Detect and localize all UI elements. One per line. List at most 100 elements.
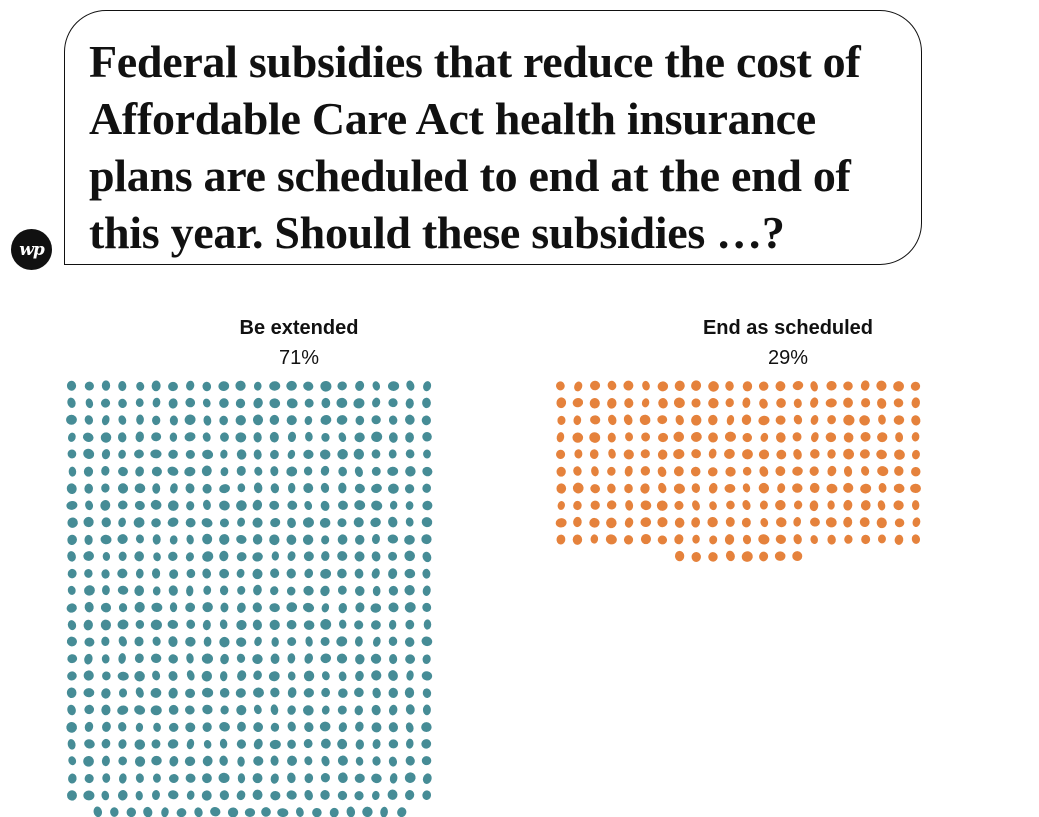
dot-be-extended xyxy=(219,688,230,698)
dot-end-as-scheduled xyxy=(810,449,820,459)
dot-be-extended xyxy=(152,397,161,408)
dot-end-as-scheduled xyxy=(725,466,736,477)
group-percent-be-extended: 71% xyxy=(278,347,320,369)
dot-be-extended xyxy=(305,431,313,442)
dot-be-extended xyxy=(287,500,298,510)
dot-be-extended xyxy=(405,414,415,425)
dot-be-extended xyxy=(338,482,347,494)
dot-end-as-scheduled xyxy=(741,517,751,528)
dot-be-extended xyxy=(102,773,111,783)
dot-be-extended xyxy=(84,483,93,494)
dot-be-extended xyxy=(372,636,381,647)
dot-be-extended xyxy=(67,654,78,664)
dot-end-as-scheduled xyxy=(893,483,905,493)
dot-group-end-as-scheduled xyxy=(555,380,921,562)
dot-be-extended xyxy=(134,551,144,562)
dot-end-as-scheduled xyxy=(810,397,819,408)
dot-be-extended xyxy=(404,484,415,494)
dot-end-as-scheduled xyxy=(859,449,870,459)
dot-be-extended xyxy=(370,620,381,630)
dot-be-extended xyxy=(218,381,230,391)
dot-be-extended xyxy=(117,534,128,544)
dot-be-extended xyxy=(269,431,279,443)
dot-end-as-scheduled xyxy=(606,517,617,529)
dot-end-as-scheduled xyxy=(640,533,652,545)
dot-be-extended xyxy=(270,722,280,732)
dot-be-extended xyxy=(422,773,432,784)
dot-end-as-scheduled xyxy=(605,534,617,545)
dot-end-as-scheduled xyxy=(673,449,685,460)
dot-end-as-scheduled xyxy=(776,517,787,528)
dot-end-as-scheduled xyxy=(625,432,633,442)
dot-be-extended xyxy=(422,585,431,596)
dot-be-extended xyxy=(321,687,331,698)
dot-be-extended xyxy=(118,790,128,801)
dot-be-extended xyxy=(117,432,127,443)
dot-be-extended xyxy=(337,568,347,579)
dot-end-as-scheduled xyxy=(658,482,667,494)
dot-be-extended xyxy=(321,551,330,561)
dot-be-extended xyxy=(303,466,313,476)
dot-be-extended xyxy=(337,534,348,545)
dot-be-extended xyxy=(110,807,119,817)
dot-be-extended xyxy=(220,602,229,613)
dot-be-extended xyxy=(422,704,431,716)
dot-be-extended xyxy=(150,619,162,631)
dot-end-as-scheduled xyxy=(674,380,685,391)
dot-be-extended xyxy=(185,773,196,783)
dot-be-extended xyxy=(101,704,111,716)
dot-end-as-scheduled xyxy=(878,482,887,493)
dot-be-extended xyxy=(405,704,415,715)
dot-be-extended xyxy=(237,517,246,527)
dot-be-extended xyxy=(371,431,383,443)
dot-be-extended xyxy=(236,790,246,801)
dot-be-extended xyxy=(421,415,431,426)
question-text: Federal subsidies that reduce the cost o… xyxy=(89,36,861,258)
dot-be-extended xyxy=(236,500,247,511)
dot-be-extended xyxy=(304,653,314,664)
dot-be-extended xyxy=(371,722,382,733)
dot-be-extended xyxy=(303,620,315,630)
dot-be-extended xyxy=(168,381,178,392)
dot-be-extended xyxy=(304,756,313,766)
dot-end-as-scheduled xyxy=(758,534,770,545)
dot-end-as-scheduled xyxy=(910,381,921,391)
dot-be-extended xyxy=(371,500,383,511)
dot-end-as-scheduled xyxy=(607,380,617,391)
dot-be-extended xyxy=(203,499,211,511)
dot-be-extended xyxy=(219,568,230,579)
dot-be-extended xyxy=(186,653,194,664)
dot-be-extended xyxy=(421,671,433,681)
dot-be-extended xyxy=(253,482,263,494)
dot-end-as-scheduled xyxy=(758,381,769,391)
dot-be-extended xyxy=(286,534,297,545)
dot-be-extended xyxy=(286,586,296,596)
dot-be-extended xyxy=(406,738,414,749)
dot-be-extended xyxy=(118,398,127,409)
dot-be-extended xyxy=(302,705,314,716)
dot-be-extended xyxy=(388,398,398,408)
dot-be-extended xyxy=(353,398,365,409)
dot-be-extended xyxy=(83,756,94,767)
dot-be-extended xyxy=(338,671,347,682)
dot-be-extended xyxy=(304,789,313,801)
dot-end-as-scheduled xyxy=(607,432,616,443)
dot-be-extended xyxy=(405,449,415,459)
dot-end-as-scheduled xyxy=(894,534,904,545)
dot-end-as-scheduled xyxy=(691,414,702,426)
dot-be-extended xyxy=(119,688,128,698)
dot-be-extended xyxy=(66,500,78,510)
dot-be-extended xyxy=(118,603,128,613)
dot-be-extended xyxy=(101,415,110,426)
dot-be-extended xyxy=(320,568,332,579)
dot-be-extended xyxy=(421,756,432,766)
dot-be-extended xyxy=(67,671,77,681)
dot-be-extended xyxy=(102,671,111,681)
dot-be-extended xyxy=(355,670,364,682)
dot-be-extended xyxy=(135,534,144,544)
dot-end-as-scheduled xyxy=(758,449,770,460)
dot-end-as-scheduled xyxy=(760,432,769,442)
dot-end-as-scheduled xyxy=(607,483,616,494)
dot-be-extended xyxy=(388,739,399,749)
dot-end-as-scheduled xyxy=(859,517,870,528)
